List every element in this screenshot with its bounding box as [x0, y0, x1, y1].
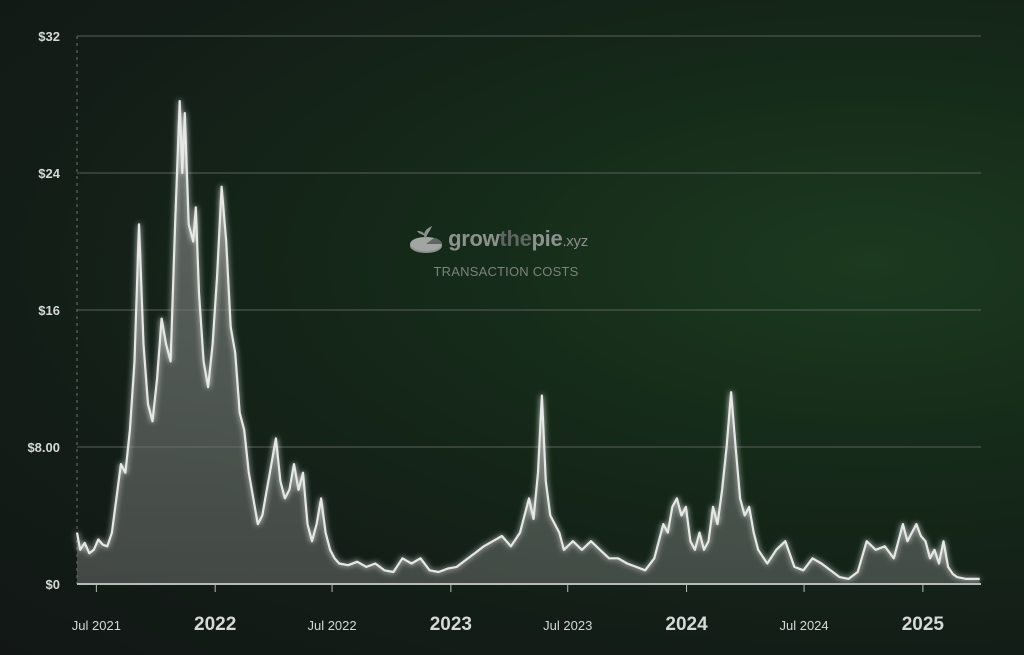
y-tick-label: $24	[38, 166, 60, 181]
x-tick-label: Jul 2023	[543, 618, 592, 633]
y-tick-label: $0	[46, 577, 60, 592]
x-tick-label: 2025	[902, 614, 945, 635]
pie-logo-icon	[410, 226, 443, 253]
y-tick-label: $16	[38, 303, 60, 318]
series-area	[77, 101, 980, 584]
x-tick-label: Jul 2022	[307, 618, 356, 633]
x-tick-label: 2022	[194, 614, 236, 635]
x-tick-label: 2024	[665, 614, 708, 635]
x-axis: Jul 2021 2022 Jul 2022 2023 Jul 2023 2024 Jul …	[72, 583, 981, 635]
chart-subtitle: TRANSACTION COSTS	[433, 264, 579, 279]
series-layer	[75, 100, 980, 584]
y-tick-label: $32	[38, 29, 60, 44]
series-line	[75, 100, 980, 580]
x-tick-label: Jul 2024	[779, 618, 828, 633]
brand-name: growthepie.xyz	[448, 226, 588, 251]
x-tick-label: 2023	[430, 614, 472, 635]
x-tick-label: Jul 2021	[72, 618, 121, 633]
watermark: growthepie.xyz TRANSACTION COSTS	[398, 222, 608, 279]
y-axis: $0 $8.00 $16 $24 $32	[27, 29, 60, 592]
y-tick-label: $8.00	[27, 440, 60, 455]
